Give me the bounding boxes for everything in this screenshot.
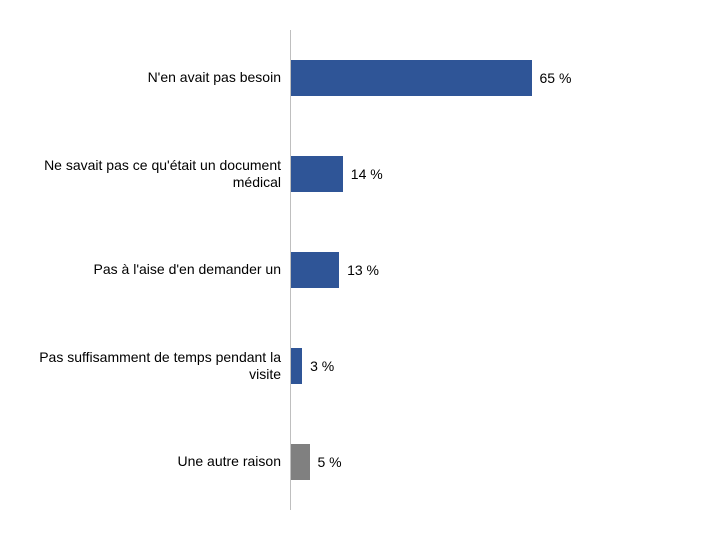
bar-row: Ne savait pas ce qu'était un document mé… [291,126,691,222]
bar [291,348,302,384]
bar [291,444,310,480]
bar-row: N'en avait pas besoin 65 % [291,30,691,126]
bar-row: Pas suffisamment de temps pendant la vis… [291,318,691,414]
bar-row: Pas à l'aise d'en demander un 13 % [291,222,691,318]
bar-value: 14 % [351,166,383,182]
bar [291,156,343,192]
bar-label: Une autre raison [11,453,281,471]
bar-label: Pas suffisamment de temps pendant la vis… [11,349,281,384]
bar [291,60,532,96]
bar [291,252,339,288]
bar-label: Pas à l'aise d'en demander un [11,261,281,279]
bar-value: 13 % [347,262,379,278]
bar-value: 5 % [318,454,342,470]
bar-row: Une autre raison 5 % [291,414,691,510]
bar-value: 3 % [310,358,334,374]
chart-container: N'en avait pas besoin 65 % Ne savait pas… [0,0,720,540]
bar-value: 65 % [540,70,572,86]
bar-label: N'en avait pas besoin [11,69,281,87]
plot-area: N'en avait pas besoin 65 % Ne savait pas… [290,30,691,510]
bar-label: Ne savait pas ce qu'était un document mé… [11,157,281,192]
